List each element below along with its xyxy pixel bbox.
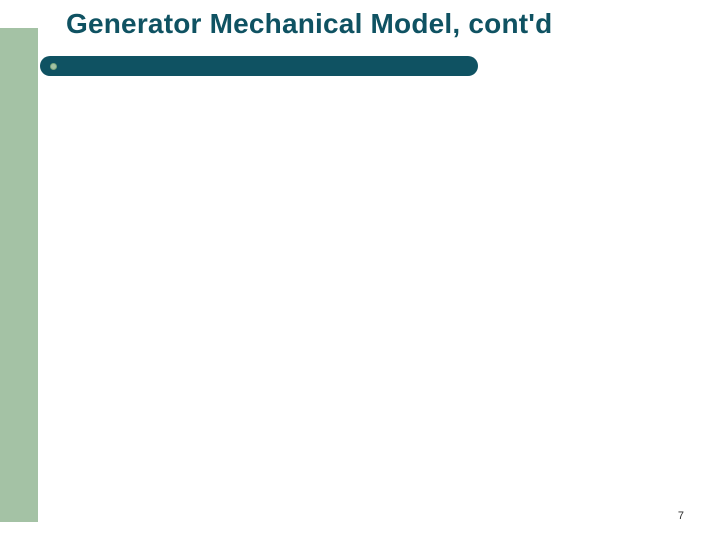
left-side-bar <box>0 28 38 522</box>
bullet-dot <box>50 63 57 70</box>
page-title: Generator Mechanical Model, cont'd <box>66 8 552 40</box>
slide: Generator Mechanical Model, cont'd 7 <box>0 0 720 540</box>
page-number: 7 <box>678 510 684 522</box>
title-accent-bar <box>40 56 478 76</box>
